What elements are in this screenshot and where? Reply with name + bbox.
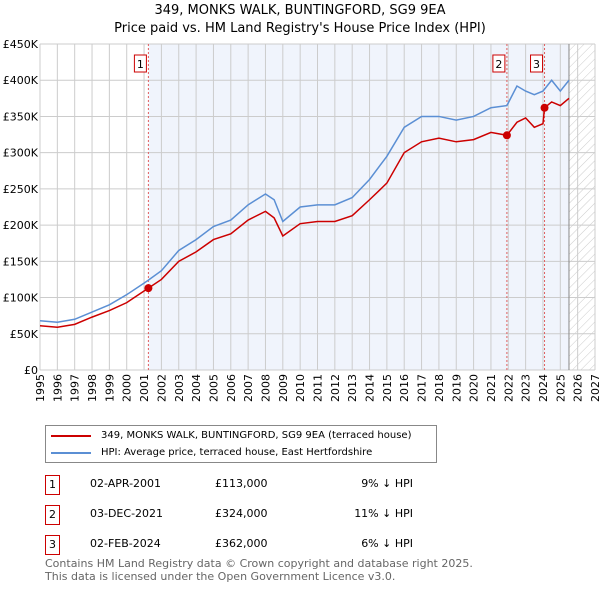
- x-tick-label: 2005: [207, 374, 220, 402]
- x-tick-label: 2014: [364, 374, 377, 402]
- sale-label: 1: [137, 58, 144, 71]
- legend-label-hpi: HPI: Average price, terraced house, East…: [101, 447, 373, 458]
- sale-marker-badge: 2: [45, 505, 60, 525]
- sale-date: 03-DEC-2021: [90, 507, 164, 520]
- y-tick-label: £100K: [3, 292, 39, 305]
- sale-marker-badge: 3: [45, 535, 60, 555]
- legend: 349, MONKS WALK, BUNTINGFORD, SG9 9EA (t…: [45, 425, 437, 463]
- sale-label: 3: [533, 58, 540, 71]
- x-tick-label: 1997: [69, 374, 82, 402]
- x-tick-label: 1999: [103, 374, 116, 402]
- legend-swatch-property: [51, 434, 91, 437]
- chart-subtitle: Price paid vs. HM Land Registry's House …: [114, 21, 486, 36]
- sale-price: £362,000: [215, 537, 268, 550]
- footer: Contains HM Land Registry data © Crown c…: [45, 557, 473, 583]
- y-tick-label: £400K: [3, 74, 39, 87]
- sale-price: £324,000: [215, 507, 268, 520]
- table-row: 3 02-FEB-2024 £362,000 6% ↓ HPI: [45, 535, 465, 555]
- footer-line: This data is licensed under the Open Gov…: [45, 570, 396, 583]
- x-tick-label: 2017: [416, 374, 429, 402]
- y-tick-label: £300K: [3, 147, 39, 160]
- y-tick-label: £50K: [10, 328, 39, 341]
- property-line: [39, 97, 570, 329]
- x-tick-label: 2018: [433, 374, 446, 402]
- x-tick-label: 2013: [346, 374, 359, 402]
- x-tick-label: 2012: [329, 374, 342, 402]
- sale-point: [540, 103, 549, 112]
- x-tick-label: 2022: [502, 374, 515, 402]
- owned-period-shade: [148, 44, 569, 370]
- line-chart: 1995 1996 1997 1998 1999 2000 2001 2002 2003 2004…: [3, 38, 600, 402]
- x-tick-label: 1998: [86, 374, 99, 402]
- x-tick-label: 2010: [294, 374, 307, 402]
- y-tick-label: £0: [24, 364, 38, 377]
- x-tick-label: 2002: [155, 374, 168, 402]
- x-tick-label: 2007: [242, 374, 255, 402]
- y-tick-label: £150K: [3, 255, 39, 268]
- legend-swatch-hpi: [51, 451, 91, 454]
- x-tick-label: 2009: [277, 374, 290, 402]
- sale-hpi-diff: 11% ↓ HPI: [354, 507, 413, 520]
- forecast-hatch: [568, 44, 595, 370]
- x-tick-label: 2019: [450, 374, 463, 402]
- x-tick-label: 1995: [34, 374, 47, 402]
- x-tick-label: 2011: [312, 374, 325, 402]
- sale-point: [144, 284, 153, 293]
- x-tick-label: 2006: [225, 374, 238, 402]
- x-tick-label: 2000: [121, 374, 134, 402]
- x-tick-label: 2001: [138, 374, 151, 402]
- sale-label: 2: [495, 58, 502, 71]
- legend-label-property: 349, MONKS WALK, BUNTINGFORD, SG9 9EA (t…: [101, 430, 412, 441]
- x-tick-label: 1996: [51, 374, 64, 402]
- x-tick-label: 2020: [468, 374, 481, 402]
- y-tick-label: £250K: [3, 183, 39, 196]
- sale-hpi-diff: 6% ↓ HPI: [361, 537, 413, 550]
- x-tick-label: 2023: [520, 374, 533, 402]
- y-tick-label: £200K: [3, 219, 39, 232]
- chart-title: 349, MONKS WALK, BUNTINGFORD, SG9 9EA: [154, 3, 446, 18]
- table-row: 1 02-APR-2001 £113,000 9% ↓ HPI: [45, 475, 465, 495]
- x-tick-label: 2026: [572, 374, 585, 402]
- x-tick-label: 2021: [485, 374, 498, 402]
- y-tick-label: £350K: [3, 110, 39, 123]
- sale-hpi-diff: 9% ↓ HPI: [361, 477, 413, 490]
- footer-line: Contains HM Land Registry data © Crown c…: [45, 557, 473, 570]
- sale-label-box: [530, 54, 544, 73]
- hpi-line: [39, 79, 570, 323]
- x-tick-label: 2027: [589, 374, 600, 402]
- x-tick-label: 2015: [381, 374, 394, 402]
- y-tick-label: £450K: [3, 38, 39, 51]
- table-row: 2 03-DEC-2021 £324,000 11% ↓ HPI: [45, 505, 465, 525]
- sale-date: 02-APR-2001: [90, 477, 162, 490]
- x-tick-label: 2025: [554, 374, 567, 402]
- sale-label-box: [133, 54, 147, 73]
- x-tick-label: 2008: [259, 374, 272, 402]
- x-tick-label: 2016: [398, 374, 411, 402]
- x-tick-label: 2003: [173, 374, 186, 402]
- sale-date: 02-FEB-2024: [90, 537, 161, 550]
- x-tick-label: 2024: [537, 374, 550, 402]
- x-tick-label: 2004: [190, 374, 203, 402]
- sale-marker-badge: 1: [45, 475, 60, 495]
- sale-price: £113,000: [215, 477, 268, 490]
- sale-label-box: [492, 54, 506, 73]
- sale-point: [502, 131, 511, 140]
